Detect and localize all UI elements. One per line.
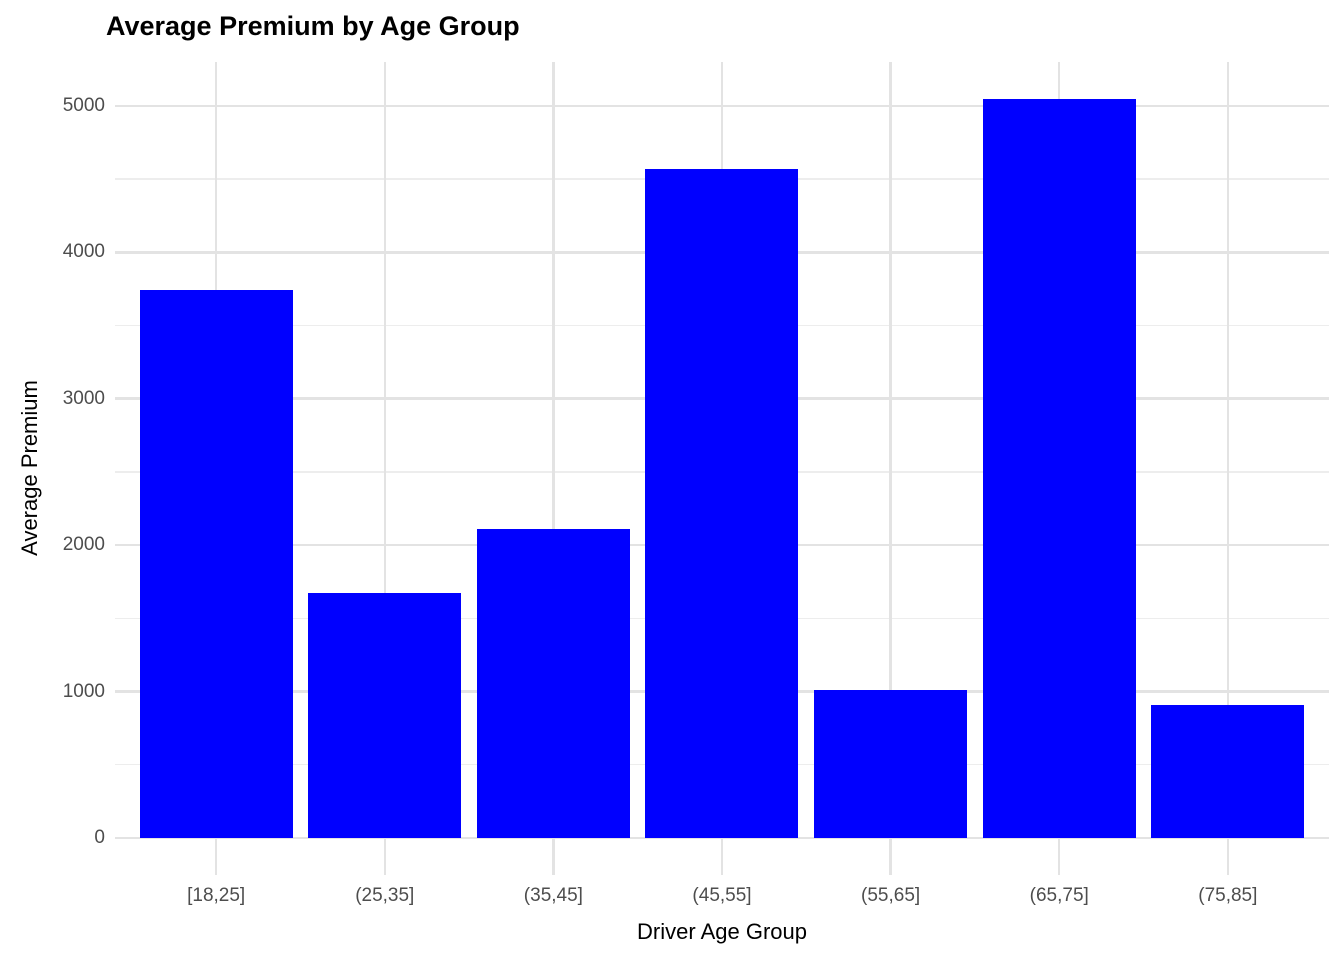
bar-(75,85] <box>1151 704 1305 838</box>
x-tick-label: (45,55] <box>692 885 752 906</box>
x-tick-label: [18,25] <box>187 885 246 906</box>
v-gridline <box>1226 62 1230 875</box>
y-tick-label: 4000 <box>62 241 105 263</box>
x-tick-label: (25,35] <box>355 885 415 906</box>
y-tick-label: 5000 <box>62 94 105 116</box>
y-tick-label: 0 <box>94 826 105 848</box>
x-tick-label: (55,65] <box>861 885 921 906</box>
y-tick-label: 3000 <box>62 387 105 409</box>
x-tick-label: (35,45] <box>523 885 583 906</box>
x-axis-title: Driver Age Group <box>637 919 807 944</box>
plot-panel <box>115 62 1329 875</box>
v-gridline <box>889 62 892 875</box>
chart-title: Average Premium by Age Group <box>106 11 520 41</box>
x-tick-label: (65,75] <box>1029 885 1089 906</box>
bar-(25,35] <box>308 593 462 838</box>
bar-(65,75] <box>982 98 1136 838</box>
bar-(35,45] <box>476 529 630 838</box>
y-tick-label: 1000 <box>62 680 105 702</box>
v-gridline <box>552 62 555 875</box>
y-tick-label: 2000 <box>62 534 105 556</box>
bar-(55,65] <box>814 690 968 838</box>
bar-[18,25] <box>139 289 293 838</box>
x-tick-label: (75,85] <box>1198 885 1258 906</box>
bar-(45,55] <box>645 168 799 838</box>
v-gridline <box>383 62 387 875</box>
